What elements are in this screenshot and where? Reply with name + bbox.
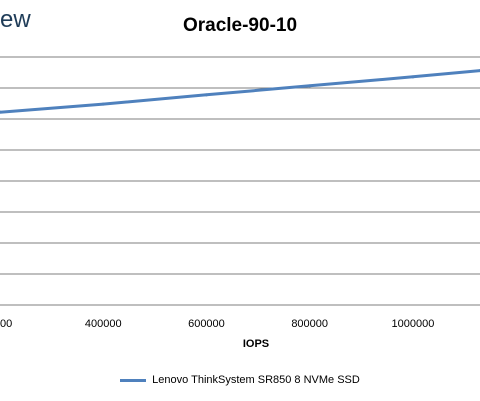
x-tick-label: 1000000 [391,318,434,330]
data-point [204,93,208,97]
x-tick-labels: 00 400000 600000 800000 1000000 [0,318,434,330]
data-point [411,75,415,79]
x-axis-title: IOPS [243,338,269,350]
legend-swatch [120,378,147,382]
x-tick-label: 600000 [188,318,225,330]
series-line [0,69,480,114]
data-point [0,110,2,114]
brand-logo-fragment: ew [0,6,31,33]
x-tick-label: 800000 [291,318,328,330]
x-tick-label: 400000 [85,318,122,330]
legend-label: Lenovo ThinkSystem SR850 8 NVMe SSD [152,374,360,386]
gridlines [0,56,480,306]
x-tick-label: 00 [0,318,12,330]
series-layer [0,69,480,114]
legend: Lenovo ThinkSystem SR850 8 NVMe SSD [0,373,480,387]
chart-title: Oracle-90-10 [182,15,298,36]
data-point [308,84,312,88]
data-point [101,102,105,106]
